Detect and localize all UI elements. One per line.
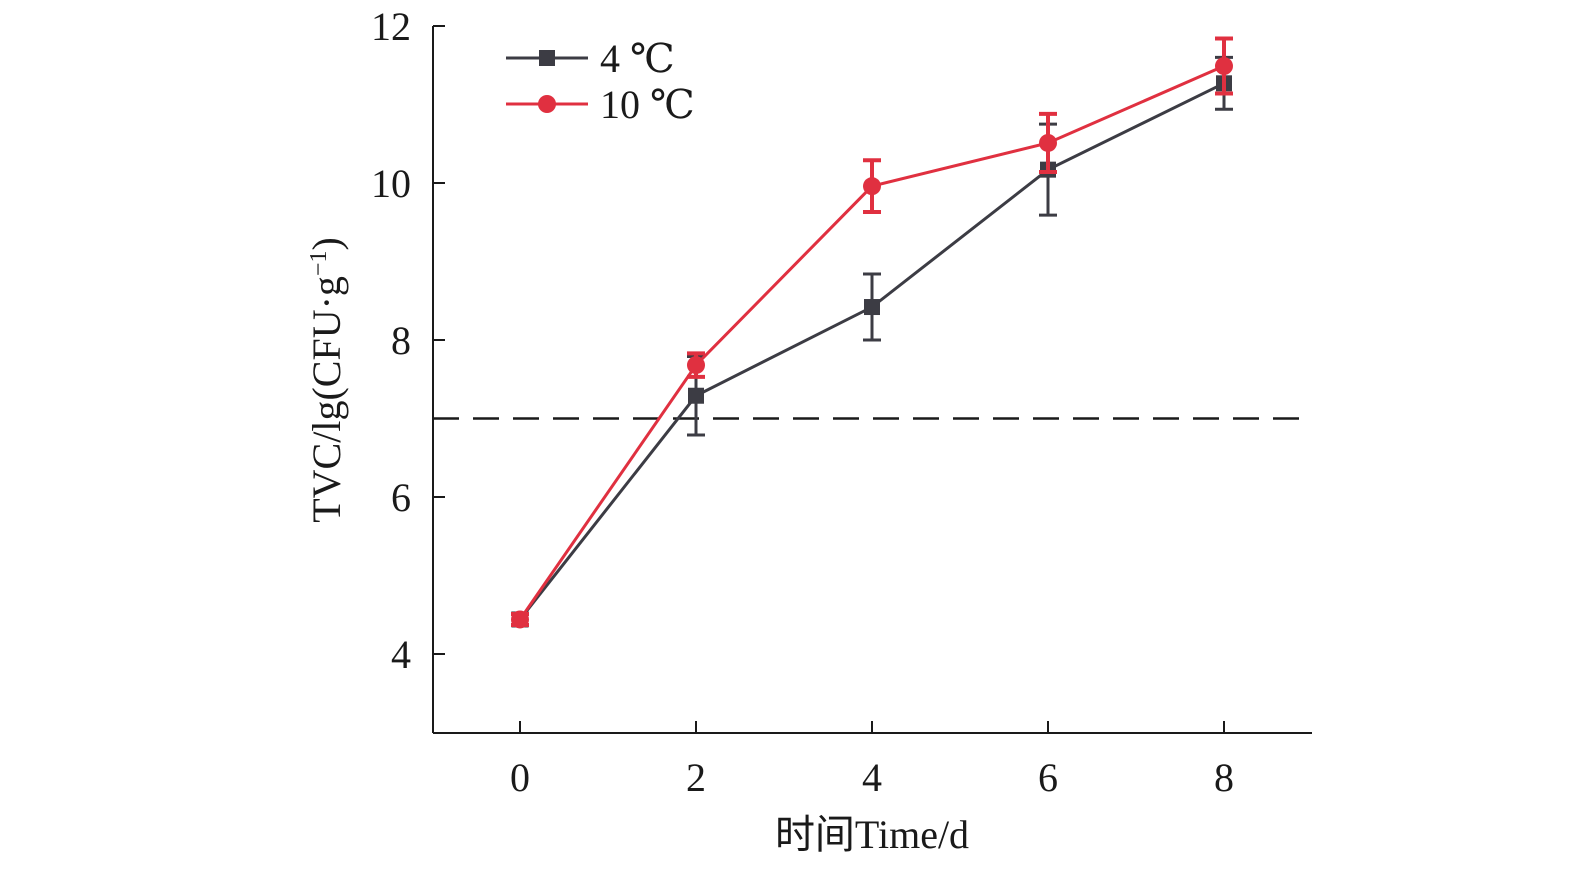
data-point-circle (1215, 57, 1233, 76)
x-tick-label: 4 (862, 755, 882, 800)
y-tick-label: 8 (391, 318, 411, 363)
data-point-circle (863, 177, 881, 196)
legend-item: 4 ℃ (506, 36, 675, 81)
y-axis-title: TVC/lg(CFU·g−1) (304, 237, 349, 523)
legend-item: 10 ℃ (506, 82, 695, 127)
y-tick-label: 4 (391, 632, 411, 677)
x-axis-title: 时间Time/d (775, 812, 969, 857)
legend-label: 4 ℃ (600, 36, 675, 81)
y-axis-title-main: TVC/lg(CFU·g (304, 276, 349, 523)
y-axis-title-close: ) (304, 237, 349, 250)
y-tick-label: 10 (371, 161, 411, 206)
data-point-circle (1039, 133, 1057, 152)
legend: 4 ℃10 ℃ (506, 36, 695, 127)
y-tick-label: 12 (371, 4, 411, 49)
series-line (518, 64, 1225, 621)
data-point-circle (687, 356, 705, 375)
x-ticks: 0 2 4 6 8 (510, 721, 1234, 800)
axes (432, 26, 1312, 734)
series-2 (511, 36, 1233, 629)
series-1 (511, 55, 1233, 628)
y-tick-label: 6 (391, 475, 411, 520)
y-axis-title-superscript: −1 (306, 251, 332, 277)
data-point-square (688, 387, 704, 404)
legend-label: 10 ℃ (600, 82, 695, 127)
legend-marker-circle (538, 95, 556, 113)
data-point-circle (511, 610, 529, 629)
x-tick-label: 8 (1214, 755, 1234, 800)
series-layer (511, 36, 1233, 629)
x-tick-label: 0 (510, 755, 530, 800)
data-point-square (864, 299, 880, 316)
x-tick-label: 2 (686, 755, 706, 800)
y-ticks: 4 6 8 10 12 (371, 4, 445, 677)
legend-marker-square (539, 50, 555, 66)
x-tick-label: 6 (1038, 755, 1058, 800)
